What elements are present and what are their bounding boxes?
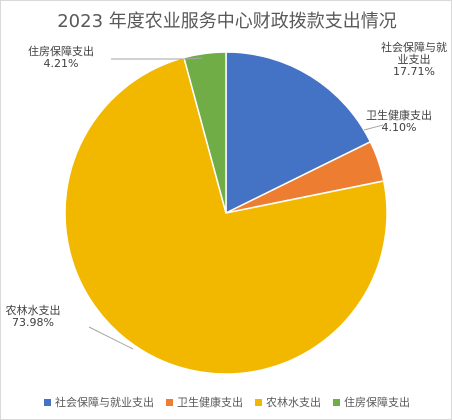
legend-swatch	[44, 398, 51, 406]
legend-item-social-security[interactable]: 社会保障与就业支出	[44, 394, 154, 410]
legend-item-housing[interactable]: 住房保障支出	[333, 394, 410, 410]
data-label-health: 卫生健康支出 4.10%	[366, 108, 432, 134]
legend-swatch	[255, 398, 262, 406]
slice-social-security[interactable]	[225, 51, 372, 215]
legend-label: 农林水支出	[266, 396, 321, 409]
pie-chart: 社会保障与就业支出 17.71% 卫生健康支出 4.10% 农林水支出 73.98% 住房保…	[6, 40, 447, 375]
leader-line	[88, 326, 134, 350]
legend-item-health[interactable]: 卫生健康支出	[166, 394, 243, 410]
leader-line	[111, 57, 203, 60]
legend-swatch	[166, 398, 173, 406]
legend-swatch	[333, 398, 340, 406]
data-label-social-security: 社会保障与就业支出 17.71%	[381, 40, 447, 78]
leader-line	[363, 124, 384, 131]
legend-label: 住房保障支出	[344, 396, 410, 409]
chart-title: 2023 年度农业服务中心财政拨款支出情况	[57, 11, 397, 32]
data-label-agriculture: 农林水支出 73.98%	[6, 303, 61, 329]
legend-label: 卫生健康支出	[177, 396, 243, 409]
legend: 社会保障与就业支出 卫生健康支出 农林水支出 住房保障支出	[1, 394, 452, 410]
legend-label: 社会保障与就业支出	[55, 396, 154, 409]
slice-agriculture[interactable]	[64, 56, 388, 375]
legend-item-agriculture[interactable]: 农林水支出	[255, 394, 321, 410]
data-label-housing: 住房保障支出 4.21%	[28, 44, 94, 70]
slice-housing[interactable]	[182, 51, 227, 214]
